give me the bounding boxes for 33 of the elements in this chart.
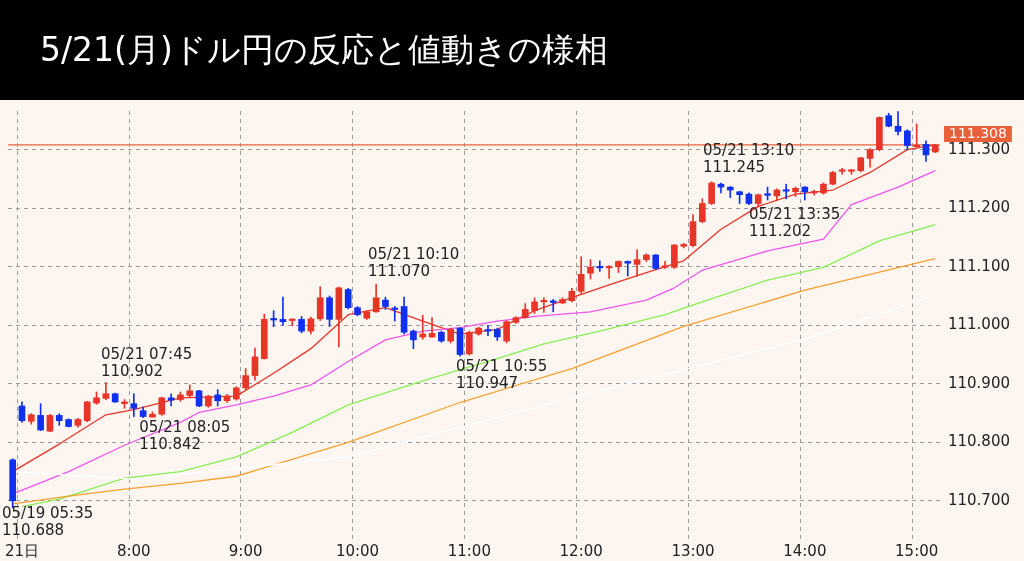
candlestick	[130, 393, 138, 417]
candlestick	[391, 306, 399, 322]
y-tick-label: 110.700	[947, 490, 1010, 509]
y-tick-label: 110.900	[947, 373, 1010, 392]
x-tick-label: 21日	[4, 541, 40, 560]
x-tick-label: 10:00	[335, 541, 380, 560]
x-tick-label: 11:00	[447, 541, 491, 560]
x-tick-label: 14:00	[783, 541, 827, 560]
chart-title: 5/21(月)ドル円の反応と値動きの様相	[0, 0, 1024, 100]
candlestick	[633, 249, 641, 277]
annotation: 05/19 05:35 110.688	[2, 504, 94, 540]
y-tick-label: 110.800	[947, 432, 1010, 451]
annotation: 05/21 07:45 110.902	[101, 345, 193, 381]
candlestick	[596, 260, 604, 272]
ref-line-label: 111.308	[948, 124, 1007, 141]
y-tick-label: 111.200	[947, 198, 1010, 217]
candlestick	[782, 183, 790, 200]
x-tick-label: 15:00	[895, 541, 939, 560]
candlestick	[549, 299, 557, 313]
annotation: 05/21 10:10 111.070	[368, 245, 460, 281]
candlestick	[288, 318, 296, 327]
x-tick-label: 12:00	[559, 541, 603, 560]
x-tick-label: 13:00	[671, 541, 715, 560]
annotation: 05/21 13:10 111.245	[703, 141, 795, 177]
x-tick-label: 9:00	[228, 541, 263, 560]
candlestick	[624, 260, 632, 277]
candlestick	[279, 296, 287, 326]
annotation: 05/21 13:35 111.202	[749, 205, 841, 241]
y-tick-label: 111.000	[947, 315, 1010, 334]
y-tick-label: 111.300	[947, 139, 1010, 158]
y-tick-label: 111.100	[947, 256, 1010, 275]
candlestick	[894, 111, 902, 136]
x-tick-label: 8:00	[116, 541, 151, 560]
